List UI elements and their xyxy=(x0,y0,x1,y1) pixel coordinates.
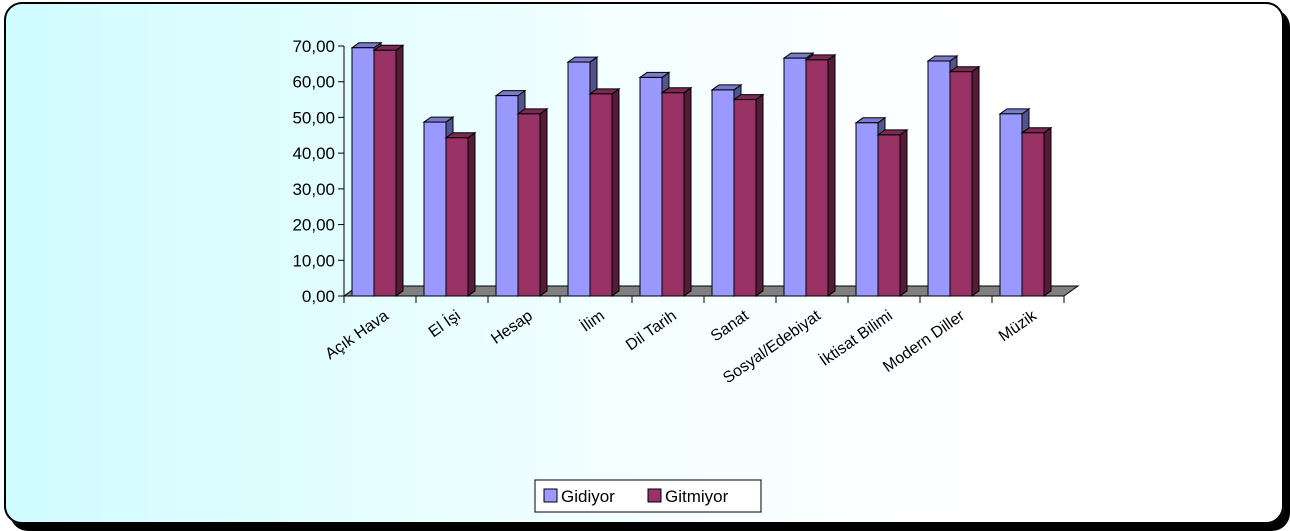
y-tick-label: 50,00 xyxy=(292,108,335,127)
bar-gitmiyor xyxy=(516,107,549,297)
bar-chart: 0,00 10,00 20,00 30,00 40,00 50,00 60,00 70,00 A… xyxy=(292,37,1080,513)
bars xyxy=(350,41,1053,297)
x-category-label: İlim xyxy=(577,306,608,336)
x-category-label: El İşi xyxy=(425,306,464,341)
x-category-label: Dil Tarih xyxy=(623,307,680,354)
bar-gitmiyor xyxy=(444,131,477,297)
legend: Gidiyor Gitmiyor xyxy=(534,479,762,513)
y-tick-label: 20,00 xyxy=(292,216,335,235)
x-category-label: Müzik xyxy=(996,307,1041,345)
x-category-label: Sanat xyxy=(708,307,752,345)
legend-label: Gitmiyor xyxy=(665,487,729,506)
bar-gitmiyor xyxy=(804,53,837,297)
legend-swatch xyxy=(543,488,558,503)
bar-gitmiyor xyxy=(876,128,909,297)
bar-gitmiyor xyxy=(660,86,693,297)
bar-gitmiyor xyxy=(588,87,621,297)
y-tick-label: 0,00 xyxy=(302,287,335,306)
y-tick-label: 30,00 xyxy=(292,180,335,199)
chart-frame: 0,00 10,00 20,00 30,00 40,00 50,00 60,00 70,00 A… xyxy=(4,2,1284,524)
x-category-label: Açık Hava xyxy=(322,307,392,363)
legend-label: Gidiyor xyxy=(561,487,615,506)
y-tick-label: 70,00 xyxy=(292,37,335,56)
bar-gitmiyor xyxy=(732,93,765,297)
legend-swatch xyxy=(647,488,662,503)
x-category-label: Hesap xyxy=(488,307,536,348)
y-tick-label: 60,00 xyxy=(292,73,335,92)
bar-gitmiyor xyxy=(1020,126,1053,297)
y-tick-label: 10,00 xyxy=(292,251,335,270)
x-category-label: Modern Diller xyxy=(880,307,968,376)
bar-gitmiyor xyxy=(372,44,405,297)
y-tick-label: 40,00 xyxy=(292,144,335,163)
bar-gitmiyor xyxy=(948,65,981,297)
